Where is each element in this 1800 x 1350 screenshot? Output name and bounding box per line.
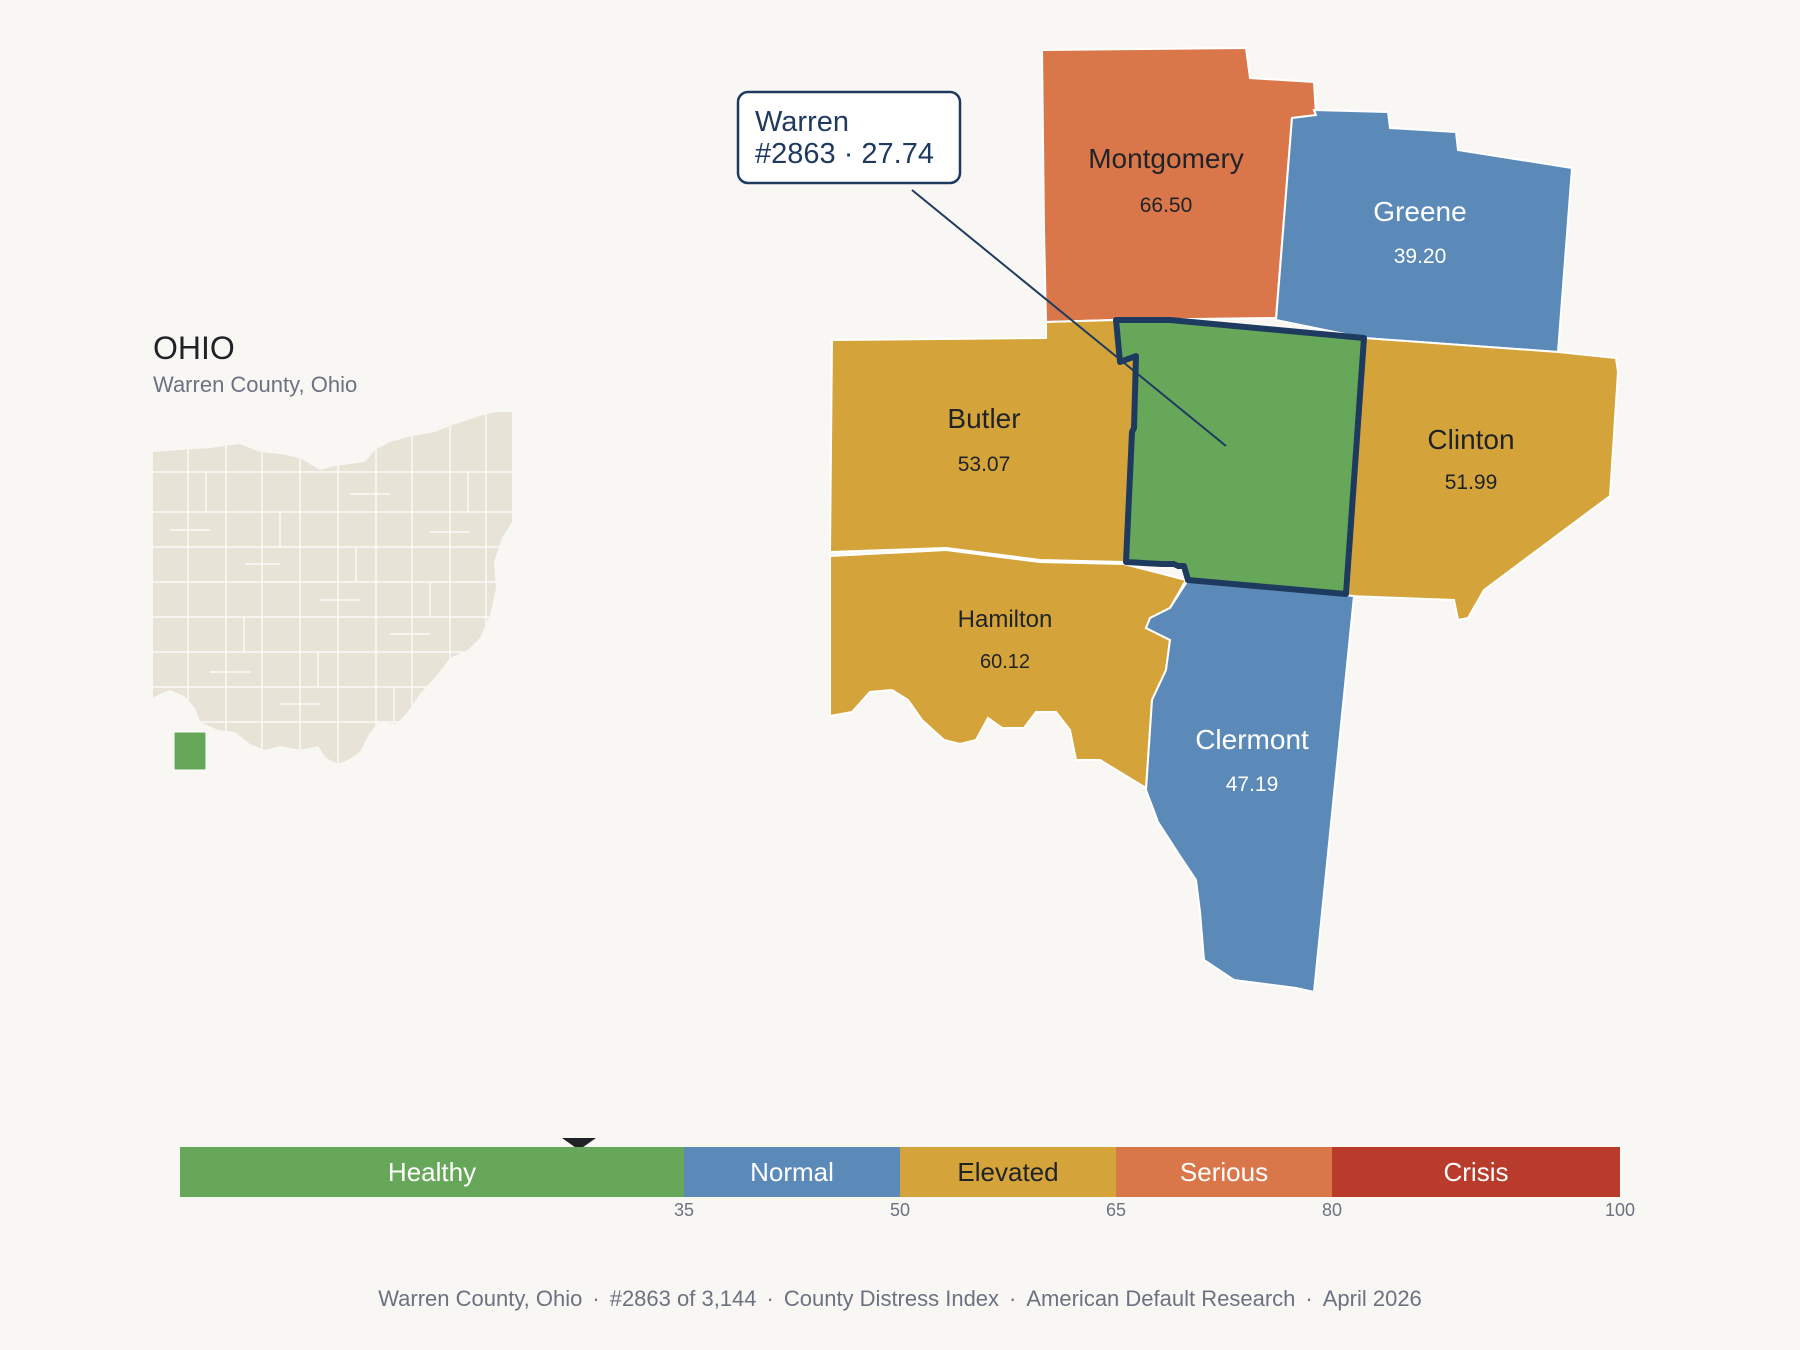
county-clinton[interactable] xyxy=(1346,336,1620,622)
scale-tick: 50 xyxy=(889,1200,911,1220)
state-subtitle: Warren County, Ohio xyxy=(153,372,358,397)
callout-county-name: Warren xyxy=(755,106,849,138)
scale-segment-normal: Normal xyxy=(684,1147,900,1197)
county-montgomery[interactable] xyxy=(1040,46,1318,324)
warren-locator-highlight xyxy=(173,731,207,771)
callout-leader-line xyxy=(911,189,1227,447)
ohio-county-grid xyxy=(153,412,512,764)
footer-organization: American Default Research xyxy=(1026,1286,1296,1311)
county-butler[interactable] xyxy=(828,318,1142,564)
scale-segment-serious: Serious xyxy=(1116,1147,1332,1197)
clinton-label: Clinton xyxy=(1427,424,1514,455)
clinton-score: 51.99 xyxy=(1445,471,1498,494)
ohio-locator-map xyxy=(153,412,512,771)
scale-segment-healthy: Healthy xyxy=(180,1147,684,1197)
footer-credits: Warren County, Ohio · #2863 of 3,144 · Count… xyxy=(378,1286,1422,1311)
clermont-score: 47.19 xyxy=(1226,773,1279,796)
butler-label: Butler xyxy=(947,403,1020,434)
county-warren-selected[interactable] xyxy=(1113,317,1367,597)
scale-segment-elevated: Elevated xyxy=(900,1147,1116,1197)
county-clermont[interactable] xyxy=(1144,578,1356,994)
state-title: OHIO xyxy=(153,330,235,366)
butler-score: 53.07 xyxy=(958,453,1011,476)
footer-index-name: County Distress Index xyxy=(783,1286,1000,1311)
footer-county: Warren County, Ohio xyxy=(378,1286,583,1311)
callout-box xyxy=(736,90,962,185)
distress-scale-bar: Healthy Normal Elevated Serious Crisis xyxy=(180,1147,1620,1197)
montgomery-score: 66.50 xyxy=(1140,194,1193,217)
footer-date: April 2026 xyxy=(1322,1286,1422,1311)
scale-tick: 65 xyxy=(1105,1200,1127,1220)
scale-tick: 35 xyxy=(673,1200,695,1220)
montgomery-label: Montgomery xyxy=(1088,143,1244,174)
clermont-label: Clermont xyxy=(1195,724,1309,755)
scale-tick: 100 xyxy=(1604,1200,1636,1220)
hamilton-score: 60.12 xyxy=(980,651,1030,673)
callout-rank-score: #2863 · 27.74 xyxy=(755,138,934,170)
scale-segment-crisis: Crisis xyxy=(1332,1147,1620,1197)
greene-label: Greene xyxy=(1373,196,1466,227)
hamilton-label: Hamilton xyxy=(958,606,1053,633)
county-greene[interactable] xyxy=(1274,108,1574,354)
greene-score: 39.20 xyxy=(1394,245,1447,268)
footer-rank: #2863 of 3,144 xyxy=(609,1286,757,1311)
ohio-state-shape xyxy=(153,412,512,764)
scale-tick: 80 xyxy=(1321,1200,1343,1220)
